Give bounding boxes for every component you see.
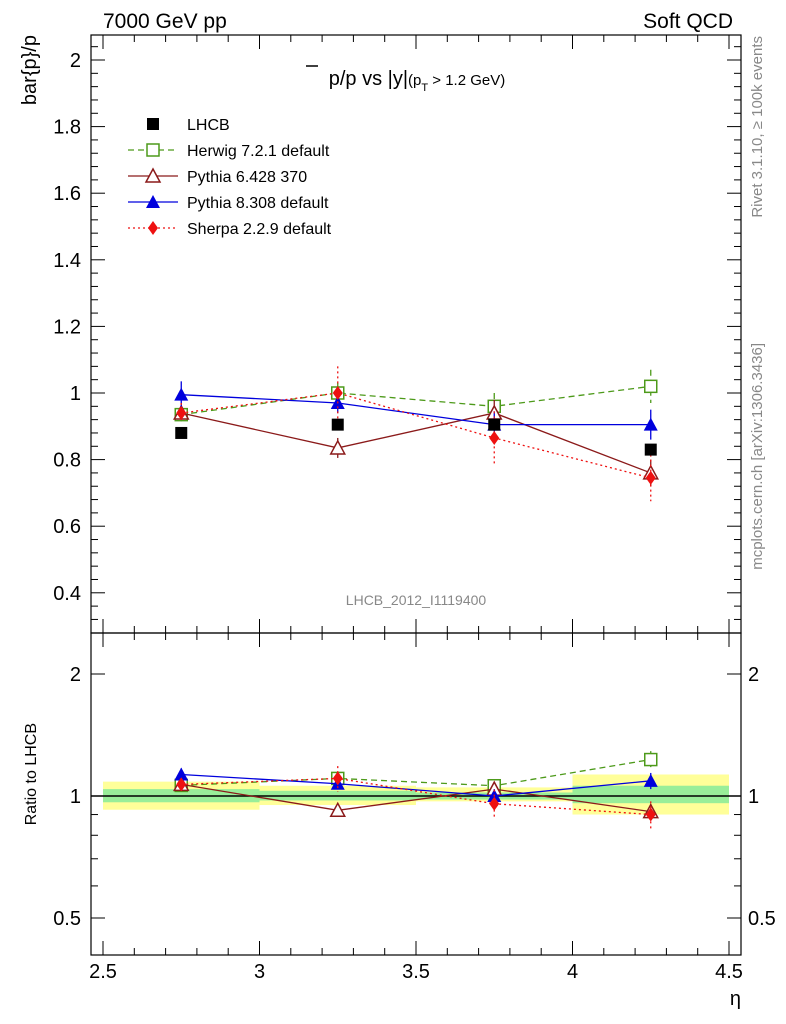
y-tick-label-left: 2 bbox=[70, 664, 81, 686]
data-point bbox=[329, 801, 347, 818]
data-point bbox=[644, 443, 657, 456]
lower-band-layer bbox=[91, 774, 741, 815]
data-point bbox=[174, 387, 189, 401]
header-right: Soft QCD bbox=[643, 10, 733, 33]
legend-marker bbox=[147, 118, 159, 130]
data-point bbox=[329, 439, 347, 455]
x-tick-label: 3 bbox=[254, 961, 265, 983]
legend-label: Pythia 8.308 default bbox=[187, 195, 329, 212]
title-paren-close: > 1.2 GeV) bbox=[428, 72, 505, 89]
legend-label: Pythia 6.428 370 bbox=[187, 169, 307, 186]
data-point bbox=[489, 796, 500, 811]
series-line bbox=[181, 777, 651, 816]
series-line bbox=[181, 773, 651, 797]
header-left: 7000 GeV pp bbox=[103, 10, 227, 33]
series-line bbox=[181, 385, 651, 416]
rivet-label: Rivet 3.1.10, ≥ 100k events bbox=[749, 36, 766, 218]
x-axis-label: η bbox=[730, 988, 741, 1010]
y-tick-label: 2 bbox=[70, 50, 81, 72]
legend-marker bbox=[144, 167, 162, 183]
title-sub: T bbox=[421, 82, 428, 94]
lower-series-layer bbox=[172, 751, 660, 829]
series-line bbox=[181, 783, 651, 813]
data-point bbox=[176, 777, 187, 792]
chart-title: p/p vs |y|(pT > 1.2 GeV) bbox=[329, 68, 506, 94]
data-point bbox=[332, 386, 343, 400]
lower-ylabel: Ratio to LHCB bbox=[23, 723, 40, 825]
y-tick-label-right: 0.5 bbox=[748, 908, 776, 930]
x-tick-label: 4.5 bbox=[715, 961, 743, 983]
data-point bbox=[643, 773, 658, 787]
legend-marker bbox=[146, 143, 160, 157]
y-tick-label-right: 2 bbox=[748, 664, 759, 686]
y-tick-label-left: 1 bbox=[70, 786, 81, 808]
y-tick-label-left: 0.5 bbox=[53, 908, 81, 930]
y-tick-label: 1.2 bbox=[53, 316, 81, 338]
legend-label: LHCB bbox=[187, 117, 230, 134]
analysis-watermark: LHCB_2012_I1119400 bbox=[346, 592, 487, 608]
series-line bbox=[181, 758, 651, 787]
data-point bbox=[644, 379, 658, 394]
y-tick-label: 1.8 bbox=[53, 117, 81, 139]
legend-marker bbox=[146, 195, 160, 208]
data-point bbox=[331, 418, 344, 431]
mcplots-label: mcplots.cern.ch [arXiv:1306.3436] bbox=[749, 343, 766, 570]
y-tick-label: 0.6 bbox=[53, 516, 81, 538]
y-tick-label: 0.8 bbox=[53, 450, 81, 472]
data-point bbox=[645, 470, 656, 485]
y-tick-label: 1 bbox=[70, 383, 81, 405]
data-point bbox=[488, 418, 501, 431]
data-point bbox=[645, 807, 656, 822]
data-point bbox=[489, 430, 500, 445]
y-tick-label: 1.6 bbox=[53, 183, 81, 205]
title-main: p/p vs |y| bbox=[329, 68, 408, 90]
legend-label: Sherpa 2.2.9 default bbox=[187, 221, 332, 238]
data-point bbox=[643, 417, 658, 431]
x-tick-label: 3.5 bbox=[402, 961, 430, 983]
data-point bbox=[176, 405, 187, 420]
x-tick-label: 4 bbox=[567, 961, 578, 983]
data-point bbox=[174, 767, 189, 781]
series-line bbox=[181, 394, 651, 426]
y-tick-label: 0.4 bbox=[53, 583, 81, 605]
series-line bbox=[181, 412, 651, 474]
data-point bbox=[644, 752, 658, 767]
upper-series-layer bbox=[172, 366, 660, 502]
data-point bbox=[332, 771, 343, 786]
axes-layer: 2.5 3 3.5 4 4.5 0.4 0.6 0.8 1 1.2 1.4 1.6 1.8 2 0.5 0.5… bbox=[53, 34, 776, 983]
legend-label: Herwig 7.2.1 default bbox=[187, 143, 330, 160]
legend: LHCB Herwig 7.2.1 default Pythia 6.428 370… bbox=[128, 117, 332, 238]
y-tick-label-right: 1 bbox=[748, 786, 759, 808]
upper-ylabel: bar{p}/p bbox=[19, 35, 41, 105]
series-line bbox=[181, 392, 651, 479]
title-paren-open: (p bbox=[408, 72, 421, 89]
y-tick-label: 1.4 bbox=[53, 250, 81, 272]
data-point bbox=[175, 426, 188, 439]
uncertainty-band-green bbox=[572, 785, 729, 804]
legend-marker bbox=[148, 221, 158, 235]
x-tick-label: 2.5 bbox=[89, 961, 117, 983]
